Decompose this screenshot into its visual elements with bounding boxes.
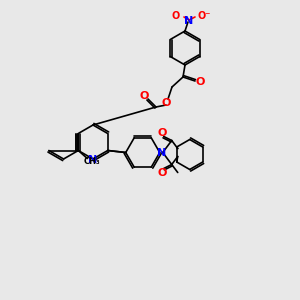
Text: CH₃: CH₃ xyxy=(84,157,101,166)
Text: O: O xyxy=(195,77,205,87)
Text: N: N xyxy=(88,155,98,165)
Text: O: O xyxy=(157,128,166,137)
Text: O⁻: O⁻ xyxy=(198,11,211,21)
Text: N: N xyxy=(157,148,166,158)
Text: O: O xyxy=(139,91,149,101)
Text: O: O xyxy=(172,11,180,21)
Text: O: O xyxy=(157,167,166,178)
Text: O: O xyxy=(161,98,171,108)
Text: N: N xyxy=(184,16,194,26)
